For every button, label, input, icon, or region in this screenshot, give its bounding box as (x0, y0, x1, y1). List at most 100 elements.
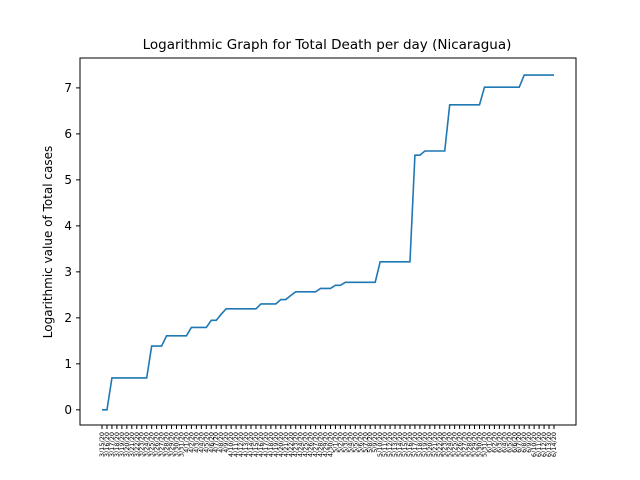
y-tick-label-4: 4 (64, 219, 72, 233)
x-tick-label-41: 4/25/20 (302, 432, 310, 457)
x-tick-label-33: 4/17/20 (262, 432, 270, 457)
x-tick-label-17: 4/1/20 (182, 432, 190, 453)
x-tick-label-89: 6/12/20 (540, 432, 548, 457)
x-tick-label-64: 5/18/20 (416, 432, 424, 457)
x-tick-label-52: 5/6/20 (356, 432, 364, 453)
x-tick-label-38: 4/22/20 (287, 432, 295, 457)
x-tick-label-55: 5/9/20 (371, 432, 379, 453)
x-tick-label-16: 3/31/20 (177, 432, 185, 457)
x-tick-label-23: 4/7/20 (212, 432, 220, 453)
x-tick-label-47: 5/1/20 (331, 432, 339, 453)
x-tick-label-6: 3/21/20 (128, 432, 136, 457)
plot-frame (79, 57, 577, 426)
x-tick-label-51: 5/5/20 (351, 432, 359, 453)
y-tick-label-5: 5 (64, 173, 72, 187)
x-tick-label-73: 5/27/20 (461, 432, 469, 457)
x-tick-label-37: 4/21/20 (282, 432, 290, 457)
x-tick-label-18: 4/2/20 (187, 432, 195, 453)
x-tick-label-79: 6/2/20 (490, 432, 498, 453)
x-tick-label-30: 4/14/20 (247, 432, 255, 457)
x-tick-label-72: 5/26/20 (456, 432, 464, 457)
x-tick-label-75: 5/29/20 (471, 432, 479, 457)
x-tick-label-1: 3/16/20 (103, 432, 111, 457)
y-tick-label-0: 0 (64, 403, 72, 417)
x-tick-label-44: 4/28/20 (317, 432, 325, 457)
x-tick-label-66: 5/20/20 (426, 432, 434, 457)
x-tick-label-21: 4/5/20 (202, 432, 210, 453)
y-axis-label: Logarithmic value of Total cases (41, 146, 55, 338)
x-tick-label-39: 4/23/20 (292, 432, 300, 457)
x-tick-label-82: 6/5/20 (505, 432, 513, 453)
x-tick-label-58: 5/12/20 (386, 432, 394, 457)
x-tick-label-84: 6/7/20 (515, 432, 523, 453)
x-tick-label-57: 5/11/20 (381, 432, 389, 457)
x-tick-label-71: 5/25/20 (451, 432, 459, 457)
x-tick-label-27: 4/11/20 (232, 432, 240, 457)
x-tick-label-68: 5/22/20 (436, 432, 444, 457)
x-tick-label-85: 6/8/20 (520, 432, 528, 453)
x-tick-label-76: 5/30/20 (475, 432, 483, 457)
x-tick-label-78: 6/1/20 (485, 432, 493, 453)
x-tick-label-46: 4/30/20 (326, 432, 334, 457)
y-tick-label-3: 3 (64, 265, 72, 279)
x-tick-label-77: 5/31/20 (480, 432, 488, 457)
x-tick-label-91: 6/14/20 (550, 432, 558, 457)
x-tick-label-70: 5/24/20 (446, 432, 454, 457)
x-tick-label-65: 5/19/20 (421, 432, 429, 457)
x-tick-label-90: 6/13/20 (545, 432, 553, 457)
x-tick-label-0: 3/15/20 (98, 432, 106, 457)
x-tick-label-31: 4/15/20 (252, 432, 260, 457)
y-tick-label-2: 2 (64, 311, 72, 325)
x-tick-label-83: 6/6/20 (510, 432, 518, 453)
x-tick-label-74: 5/28/20 (466, 432, 474, 457)
series-line-0 (102, 74, 554, 411)
x-tick-label-2: 3/17/20 (108, 432, 116, 457)
x-tick-label-9: 3/24/20 (143, 432, 151, 457)
x-tick-label-63: 5/17/20 (411, 432, 419, 457)
x-tick-label-42: 4/26/20 (307, 432, 315, 457)
x-tick-label-50: 5/4/20 (346, 432, 354, 453)
x-tick-label-13: 3/28/20 (163, 432, 171, 457)
x-tick-label-36: 4/20/20 (277, 432, 285, 457)
x-tick-label-88: 6/11/20 (535, 432, 543, 457)
x-tick-label-5: 3/20/20 (123, 432, 131, 457)
x-tick-label-29: 4/13/20 (242, 432, 250, 457)
y-tick-label-6: 6 (64, 127, 72, 141)
x-tick-label-56: 5/10/20 (376, 432, 384, 457)
x-tick-label-40: 4/24/20 (297, 432, 305, 457)
x-tick-label-34: 4/18/20 (267, 432, 275, 457)
x-tick-label-62: 5/16/20 (406, 432, 414, 457)
x-tick-label-26: 4/10/20 (227, 432, 235, 457)
chart-title: Logarithmic Graph for Total Death per da… (143, 37, 512, 53)
x-tick-label-20: 4/4/20 (197, 432, 205, 453)
x-tick-label-25: 4/9/20 (222, 432, 230, 453)
x-tick-label-32: 4/16/20 (257, 432, 265, 457)
x-tick-label-8: 3/23/20 (138, 432, 146, 457)
x-tick-label-81: 6/4/20 (500, 432, 508, 453)
x-tick-label-10: 3/25/20 (148, 432, 156, 457)
x-tick-label-14: 3/29/20 (168, 432, 176, 457)
x-tick-label-45: 4/29/20 (322, 432, 330, 457)
x-tick-label-3: 3/18/20 (113, 432, 121, 457)
x-tick-label-69: 5/23/20 (441, 432, 449, 457)
x-tick-label-54: 5/8/20 (366, 432, 374, 453)
x-tick-label-48: 5/2/20 (336, 432, 344, 453)
x-tick-label-67: 5/21/20 (431, 432, 439, 457)
x-tick-label-61: 5/15/20 (401, 432, 409, 457)
x-tick-label-7: 3/22/20 (133, 432, 141, 457)
x-tick-label-22: 4/6/20 (207, 432, 215, 453)
x-tick-label-19: 4/3/20 (192, 432, 200, 453)
x-tick-label-15: 3/30/20 (173, 432, 181, 457)
x-tick-label-49: 5/3/20 (341, 432, 349, 453)
x-tick-label-11: 3/26/20 (153, 432, 161, 457)
x-tick-label-12: 3/27/20 (158, 432, 166, 457)
x-tick-label-4: 3/19/20 (118, 432, 126, 457)
x-tick-label-87: 6/10/20 (530, 432, 538, 457)
x-tick-label-35: 4/19/20 (272, 432, 280, 457)
x-tick-label-24: 4/8/20 (217, 432, 225, 453)
x-tick-label-86: 6/9/20 (525, 432, 533, 453)
y-tick-label-1: 1 (64, 357, 72, 371)
y-tick-label-7: 7 (64, 81, 72, 95)
x-tick-label-60: 5/14/20 (396, 432, 404, 457)
